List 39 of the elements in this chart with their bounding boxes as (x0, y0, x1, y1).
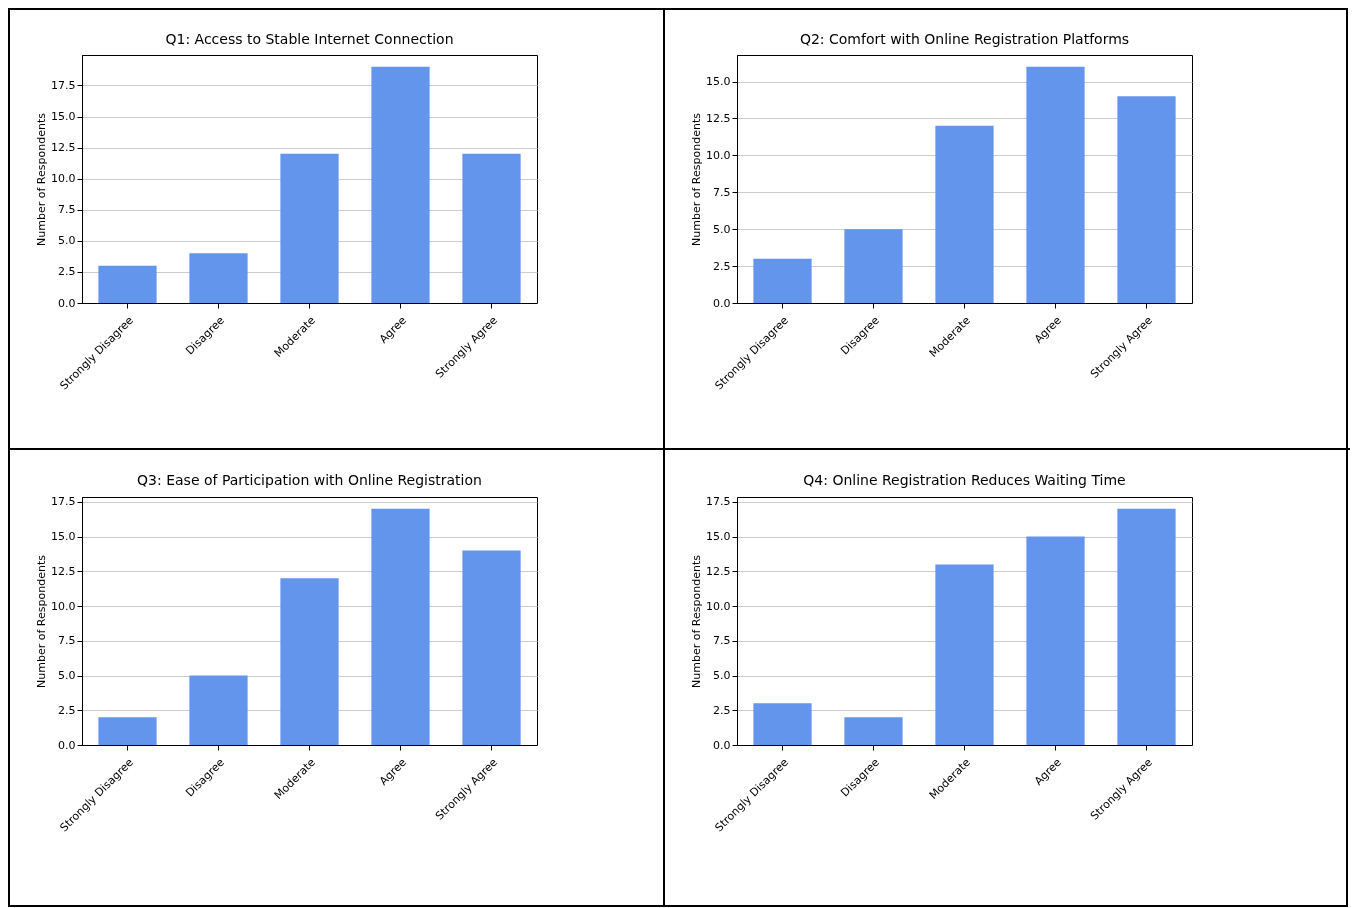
y-tick-label: 0.0 (713, 296, 731, 310)
chart-title: Q3: Ease of Participation with Online Registration (137, 471, 482, 488)
y-tick-label: 10.0 (51, 599, 76, 613)
y-tick-label: 17.5 (51, 78, 76, 92)
y-axis-title: Number of Respondents (35, 112, 49, 246)
y-tick-label: 5.0 (713, 669, 731, 683)
y-tick-label: 10.0 (706, 148, 731, 162)
y-tick-label: 5.0 (713, 222, 731, 236)
chart-title: Q1: Access to Stable Internet Connection (165, 31, 454, 47)
y-tick-label: 0.0 (713, 738, 731, 752)
y-tick-label: 7.5 (713, 185, 731, 199)
y-tick-label: 2.5 (58, 703, 76, 717)
y-axis-title: Number of Respondents (690, 554, 704, 688)
chart-title: Q2: Comfort with Online Registration Platforms (799, 31, 1130, 47)
y-tick-label: 5.0 (58, 669, 76, 683)
y-tick-label: 15.0 (706, 530, 731, 544)
y-tick-label: 0.0 (58, 738, 76, 752)
y-tick-label: 17.5 (51, 495, 76, 509)
y-tick-label: 5.0 (58, 234, 76, 248)
y-tick-label: 12.5 (51, 564, 76, 578)
y-tick-label: 10.0 (51, 172, 76, 186)
y-tick-label: 10.0 (706, 599, 731, 613)
y-tick-label: 2.5 (58, 265, 76, 279)
y-tick-label: 7.5 (58, 634, 76, 648)
y-tick-label: 15.0 (51, 530, 76, 544)
chart-title: Q4: Online Registration Reduces Waiting Time (803, 471, 1126, 488)
y-axis-title: Number of Respondents (35, 554, 49, 688)
y-tick-label: 7.5 (58, 203, 76, 217)
y-tick-label: 17.5 (706, 495, 731, 509)
y-tick-label: 15.0 (51, 110, 76, 124)
y-tick-label: 2.5 (713, 703, 731, 717)
y-tick-label: 0.0 (58, 296, 76, 310)
y-tick-label: 2.5 (713, 259, 731, 273)
y-tick-label: 12.5 (706, 564, 731, 578)
y-tick-label: 12.5 (706, 111, 731, 125)
y-axis-title: Number of Respondents (690, 112, 704, 246)
y-tick-label: 12.5 (51, 141, 76, 155)
y-tick-label: 7.5 (713, 634, 731, 648)
y-tick-label: 15.0 (706, 75, 731, 89)
